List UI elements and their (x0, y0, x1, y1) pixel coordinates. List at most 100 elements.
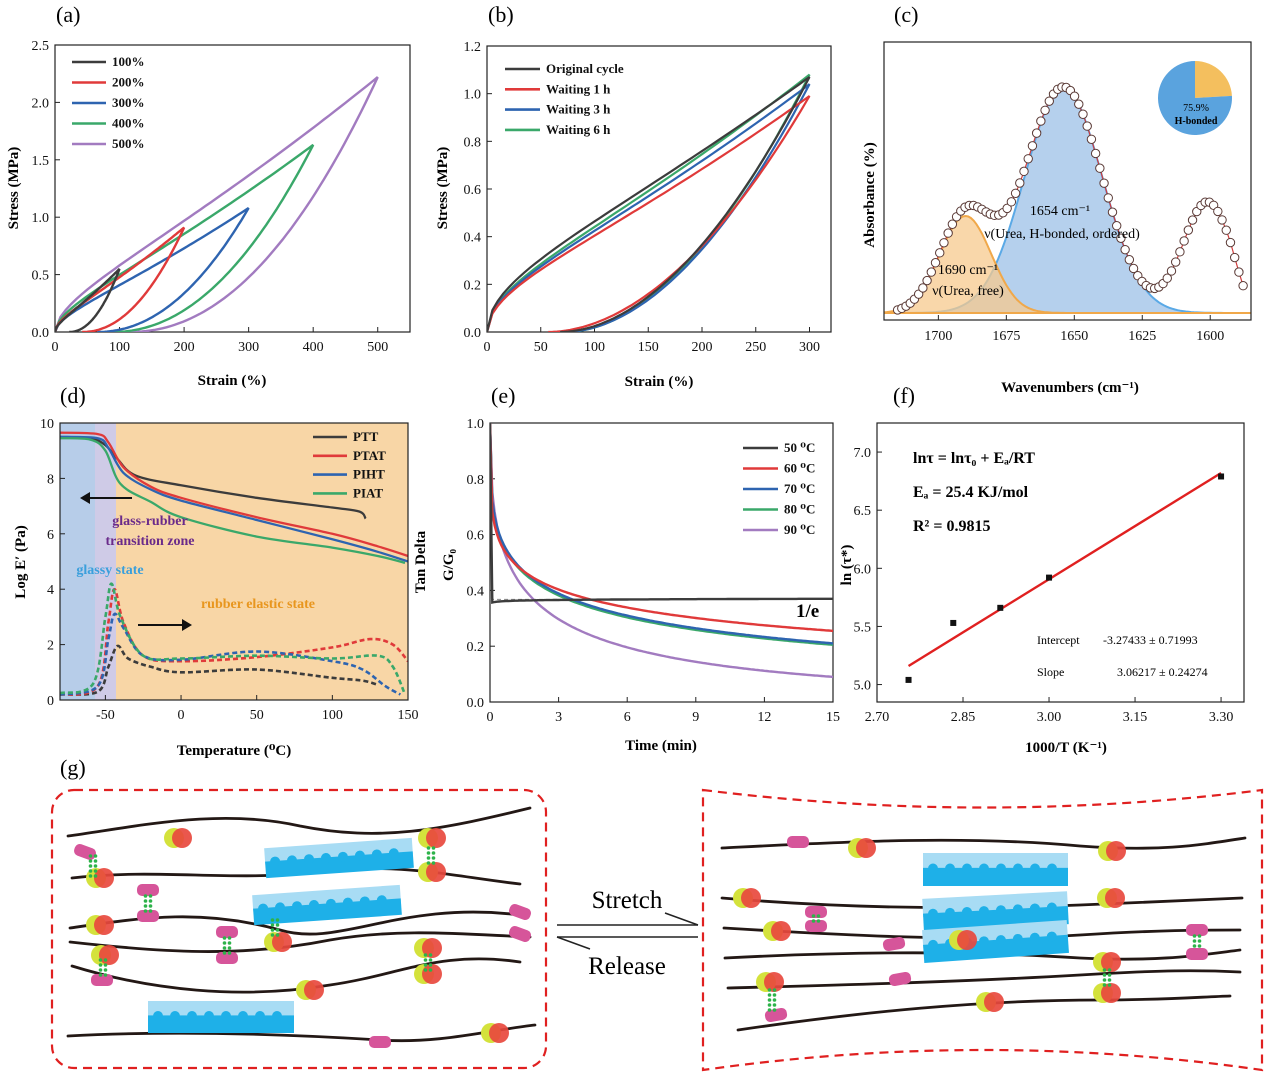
legend-label-d: PIHT (353, 467, 385, 482)
polymer-chain (70, 957, 522, 994)
curve-a-400% (55, 143, 315, 332)
y-tick-label-d: 6 (47, 528, 54, 543)
hydrogen-bond-dot (222, 946, 227, 950)
y-tick-label-b: 1.0 (464, 88, 482, 103)
curve-b-Waiting 1 h (487, 95, 811, 332)
crystalline-domain (923, 853, 1068, 886)
peak-assign-1690: ν(Urea, free) (932, 284, 1004, 299)
data-point-c (1217, 215, 1227, 225)
hydrogen-bond-dot (103, 963, 108, 967)
data-point-c (1120, 244, 1130, 255)
y-tick-label-e: 0.4 (467, 584, 485, 599)
crystal-bump (962, 863, 972, 874)
aromatic-ring-red (94, 915, 114, 935)
hydrogen-bond-dot (222, 941, 227, 945)
crystal-bump (272, 1011, 282, 1022)
data-point-c (1166, 266, 1177, 276)
pie-slice-free (1195, 61, 1232, 98)
y-tick-label-b: 0.8 (464, 135, 482, 150)
hydrogen-bond-dot (1102, 978, 1107, 982)
y-tick-label-d: 8 (47, 472, 54, 487)
urea-segment (1186, 948, 1208, 960)
y-axis-label-f: ln (τ*) (839, 545, 855, 586)
x-tick-label-b: 50 (534, 340, 548, 355)
hydrogen-bond-dot (1197, 944, 1202, 948)
x-tick-label-e: 9 (692, 710, 699, 725)
x-tick-label-a: 400 (303, 340, 324, 355)
hydrogen-bond-dot (428, 953, 433, 957)
hydrogen-bond-dot (103, 973, 108, 977)
y-tick-label-f: 6.0 (854, 562, 872, 577)
crystal-bump (1012, 904, 1023, 915)
urea-segment (805, 920, 827, 932)
hydrogen-bond-dot (431, 861, 436, 865)
data-point-c (1095, 163, 1105, 173)
y-axis-label-d: Log E′ (Pa) (13, 525, 29, 598)
data-point-c (1023, 154, 1033, 164)
relax-curve-60 ⁰C (490, 423, 833, 633)
data-point-c (1175, 247, 1185, 257)
data-point-c (1078, 109, 1088, 119)
crystal-bump (1013, 863, 1023, 874)
hydrogen-bond-dot (426, 851, 431, 855)
data-point-c (1124, 255, 1135, 265)
annotation-rubber-state: rubber elastic state (201, 597, 315, 612)
y-tick-label-b: 0.4 (464, 231, 482, 246)
hydrogen-bond-dot (1192, 934, 1197, 938)
crystal-bump (376, 895, 387, 906)
right-arrow-head (182, 619, 192, 631)
aromatic-ring-red (422, 938, 442, 958)
crystal-bump (153, 1011, 163, 1022)
y-tick-label-d: 4 (47, 583, 54, 598)
x-tick-label-b: 100 (584, 340, 605, 355)
chart-b: 0 50 100 150 200 250 3000.00.20.40.60.81.01.2 … (435, 40, 832, 390)
aromatic-ring-red (957, 930, 977, 950)
hydrogen-bond-dot (103, 968, 108, 972)
x-axis-label-f: 1000/T (K⁻¹) (1025, 740, 1107, 756)
crystal-bump (928, 908, 939, 919)
crystal-bump (945, 863, 955, 874)
curve-a-200% (55, 226, 186, 332)
hydrogen-bond-dot (98, 973, 103, 977)
hydrogen-bond-dot (93, 874, 98, 878)
hydrogen-bond-dot (98, 968, 103, 972)
data-point-f (1046, 574, 1053, 581)
hydrogen-bond-dot (227, 946, 232, 950)
data-point-c (1027, 141, 1038, 151)
activation-energy: Eₐ = 25.4 KJ/mol (913, 484, 1029, 501)
y-tick-label-d: 0 (47, 694, 54, 709)
y-axis-label-b: Stress (MPa) (435, 147, 451, 230)
plot-frame-c (883, 41, 1252, 321)
hydrogen-bond-dot (428, 958, 433, 962)
legend-label-e: 70 ⁰C (784, 481, 815, 496)
legend-label-e: 50 ⁰C (784, 440, 815, 455)
crystal-bottom (923, 867, 1068, 886)
data-point-c (1107, 207, 1118, 217)
data-point-c (918, 283, 928, 293)
urea-segment (216, 926, 238, 938)
hydrogen-bond-dot (426, 861, 431, 865)
crystal-bump (995, 905, 1006, 916)
crystal-bump (996, 863, 1006, 874)
curve-b-Original cycle (487, 76, 811, 332)
panel-label-a: (a) (56, 2, 80, 27)
data-point-c (1162, 273, 1172, 283)
data-point-c (1006, 197, 1017, 207)
aromatic-ring-red (426, 862, 446, 882)
hydrogen-bond-dot (88, 874, 93, 878)
data-point-c (1187, 215, 1198, 225)
hydrogen-bond-dot (1102, 983, 1107, 987)
tandelta-curve-PTAT (60, 587, 408, 696)
hydrogen-bond-dot (1192, 944, 1197, 948)
hydrogen-bond-dot (811, 914, 816, 918)
data-point-c (1103, 193, 1113, 203)
glassy-region (60, 423, 95, 700)
curve-a-500% (55, 76, 379, 332)
x-tick-label-b: 150 (638, 340, 659, 355)
chart-f: 2.70 2.85 3.00 3.15 3.30 5.0 5.5 6.0 6.5 7.0 lnτ … (839, 422, 1245, 756)
hydrogen-bond-dot (227, 941, 232, 945)
hydrogen-bond-dot (428, 968, 433, 972)
equation: lnτ = lnτ₀ + Eₐ/RT (913, 450, 1035, 467)
slope-label: Slope (1037, 665, 1064, 679)
aromatic-ring-red (172, 828, 192, 848)
